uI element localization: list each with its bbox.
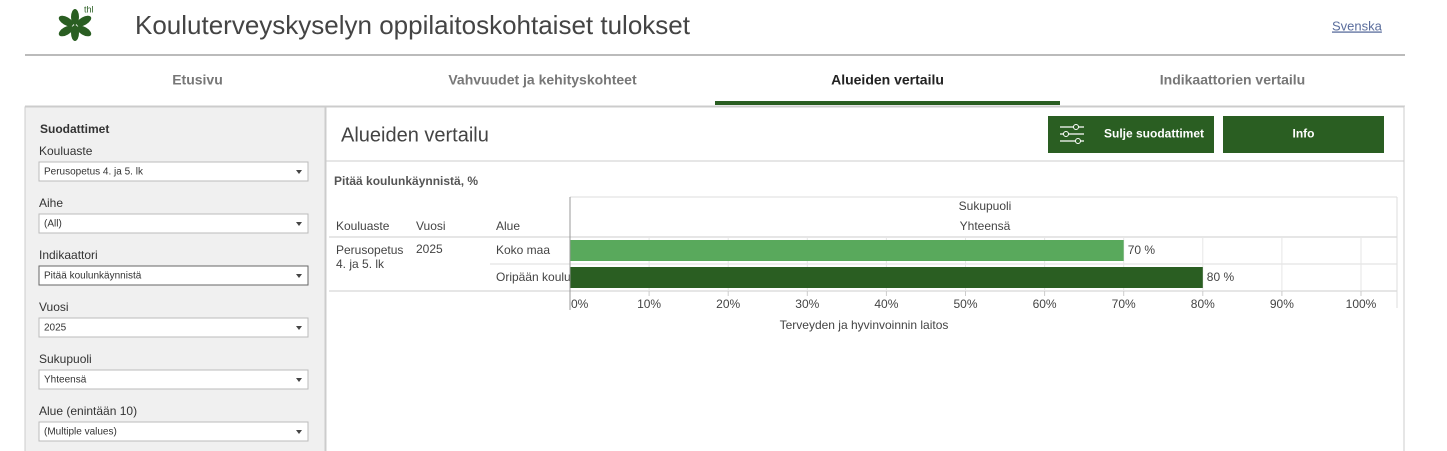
- filter-icon-knob: [1075, 138, 1081, 144]
- nav-tab[interactable]: Vahvuudet ja kehityskohteet: [448, 72, 637, 88]
- x-tick-label: 10%: [637, 297, 661, 311]
- x-tick-label: 0%: [571, 297, 589, 311]
- filter-dropdown[interactable]: [38, 369, 309, 390]
- x-tick-label: 30%: [795, 297, 819, 311]
- active-tab-indicator: [715, 101, 1060, 105]
- dropdown-arrow: [296, 274, 302, 278]
- filter-value: (Multiple values): [44, 427, 117, 438]
- filter-value: Yhteensä: [44, 375, 87, 386]
- logo: [58, 9, 92, 41]
- filter-icon-knob: [1063, 131, 1069, 137]
- bar: [570, 240, 1124, 261]
- row-group-label: Perusopetus 4. ja 5. lk: [336, 243, 404, 271]
- group-value: Yhteensä: [960, 219, 1011, 233]
- category-label: Koko maa: [496, 243, 550, 257]
- x-tick-label: 100%: [1346, 297, 1377, 311]
- filter-label: Kouluaste: [39, 144, 93, 158]
- x-tick-label: 70%: [1112, 297, 1136, 311]
- logo-text: thl: [84, 4, 94, 14]
- button-label: Info: [1293, 127, 1315, 141]
- nav-tab[interactable]: Alueiden vertailu: [831, 72, 944, 88]
- panel-title: Alueiden vertailu: [341, 124, 489, 146]
- filter-dropdown[interactable]: [38, 317, 309, 338]
- nav-tab[interactable]: Indikaattorien vertailu: [1160, 72, 1305, 88]
- button[interactable]: [1223, 116, 1384, 153]
- filter-icon-knob: [1073, 124, 1079, 130]
- filter-value: (All): [44, 219, 62, 230]
- dropdown-arrow: [296, 378, 302, 382]
- group-header: Sukupuoli: [959, 199, 1012, 213]
- dropdown-arrow: [296, 326, 302, 330]
- page-title: Kouluterveyskyselyn oppilaitoskohtaiset …: [135, 10, 691, 40]
- filter-label: Sukupuoli: [39, 352, 92, 366]
- dropdown-arrow: [296, 430, 302, 434]
- value-label: 70 %: [1128, 243, 1156, 257]
- column-header: Alue: [496, 219, 520, 233]
- filter-value: Perusopetus 4. ja 5. lk: [44, 167, 144, 178]
- value-label: 80 %: [1207, 270, 1235, 284]
- x-tick-label: 60%: [1033, 297, 1057, 311]
- row-group-label: 2025: [416, 242, 443, 256]
- filter-value: Pitää koulunkäynnistä: [44, 271, 142, 282]
- filter-value: 2025: [44, 323, 67, 334]
- column-header: Kouluaste: [336, 219, 390, 233]
- filter-label: Vuosi: [39, 300, 69, 314]
- sidebar-title: Suodattimet: [40, 122, 109, 136]
- dropdown-arrow: [296, 170, 302, 174]
- bar: [570, 267, 1203, 288]
- x-tick-label: 90%: [1270, 297, 1294, 311]
- dropdown-arrow: [296, 222, 302, 226]
- filter-dropdown[interactable]: [38, 265, 309, 286]
- x-tick-label: 20%: [716, 297, 740, 311]
- filter-label: Indikaattori: [39, 248, 98, 262]
- x-tick-label: 40%: [874, 297, 898, 311]
- chart-title: Pitää koulunkäynnistä, %: [334, 174, 478, 188]
- filter-dropdown[interactable]: [38, 161, 309, 182]
- nav-tab[interactable]: Etusivu: [172, 72, 223, 88]
- language-link[interactable]: Svenska: [1332, 18, 1383, 33]
- column-header: Vuosi: [416, 219, 446, 233]
- x-tick-label: 50%: [953, 297, 977, 311]
- filter-dropdown[interactable]: [38, 213, 309, 234]
- filter-label: Aihe: [39, 196, 63, 210]
- chart-source: Terveyden ja hyvinvoinnin laitos: [780, 318, 949, 332]
- filter-dropdown[interactable]: [38, 421, 309, 442]
- filter-label: Alue (enintään 10): [39, 404, 137, 418]
- category-label: Oripään koulu: [496, 270, 571, 284]
- x-tick-label: 80%: [1191, 297, 1215, 311]
- button-label: Sulje suodattimet: [1104, 127, 1204, 141]
